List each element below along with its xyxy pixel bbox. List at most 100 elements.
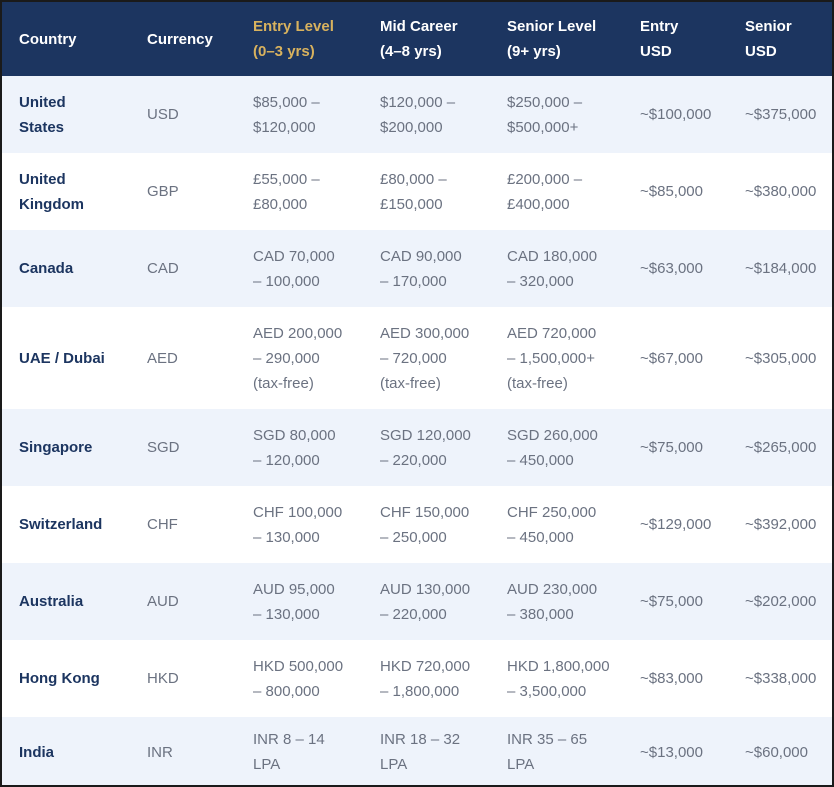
cell-currency: CHF: [130, 486, 236, 563]
cell-country: India: [2, 717, 130, 785]
table-row: Singapore SGD SGD 80,000 – 120,000 SGD 120,0…: [2, 409, 832, 486]
cell-mid-career-line: AED 300,000: [380, 324, 470, 342]
cell-senior-usd: ~$375,000: [728, 76, 832, 153]
cell-senior-level-line: (tax-free): [507, 374, 568, 392]
cell-entry-level-line: – 130,000: [253, 605, 320, 623]
cell-senior-level-line: £200,000 –: [507, 170, 583, 188]
cell-mid-career-line: CHF 150,000: [380, 503, 470, 521]
cell-mid-career-line: (tax-free): [380, 374, 441, 392]
table-row: India INR INR 8 – 14 LPA INR 18 – 32 LPA INR 3…: [2, 717, 832, 785]
cell-senior-usd-value: ~$392,000: [745, 516, 817, 533]
cell-entry-level: CHF 100,000 – 130,000: [236, 486, 363, 563]
cell-senior-level-line: – 1,500,000+: [507, 349, 596, 367]
cell-country-line: United: [19, 93, 66, 111]
cell-country: Australia: [2, 563, 130, 640]
cell-country-line: Singapore: [19, 439, 93, 456]
cell-entry-usd-value: ~$75,000: [640, 593, 703, 610]
cell-senior-level-line: HKD 1,800,000: [507, 657, 610, 675]
cell-country: Singapore: [2, 409, 130, 486]
cell-senior-level: INR 35 – 65 LPA: [490, 717, 623, 785]
cell-entry-level-line: – 800,000: [253, 682, 320, 700]
table-header: Country Currency Entry Level (0–3 yrs) M…: [2, 2, 832, 76]
header-mid-career: Mid Career (4–8 yrs): [363, 2, 490, 76]
cell-mid-career-line: – 170,000: [380, 272, 447, 290]
cell-entry-level-line: $120,000: [253, 118, 316, 136]
cell-entry-usd: ~$85,000: [623, 153, 728, 230]
cell-country: United States: [2, 76, 130, 153]
cell-mid-career-line: CAD 90,000: [380, 247, 462, 265]
cell-currency: INR: [130, 717, 236, 785]
cell-mid-career-line: AUD 130,000: [380, 580, 471, 598]
cell-currency: AED: [130, 307, 236, 409]
cell-entry-usd: ~$129,000: [623, 486, 728, 563]
cell-entry-usd-value: ~$85,000: [640, 183, 703, 200]
header-entry-level: Entry Level (0–3 yrs): [236, 2, 363, 76]
cell-entry-level: HKD 500,000 – 800,000: [236, 640, 363, 717]
cell-country-line: States: [19, 118, 65, 136]
cell-entry-level-line: (tax-free): [253, 374, 314, 392]
cell-senior-level-line: – 320,000: [507, 272, 574, 290]
cell-senior-level-line: $250,000 –: [507, 93, 583, 111]
cell-country: United Kingdom: [2, 153, 130, 230]
cell-country-line: India: [19, 743, 55, 761]
cell-mid-career: INR 18 – 32 LPA: [363, 717, 490, 785]
cell-senior-level-line: CAD 180,000: [507, 247, 598, 265]
cell-entry-level-line: £80,000: [253, 195, 308, 213]
cell-country: Hong Kong: [2, 640, 130, 717]
cell-mid-career-line: £150,000: [380, 195, 443, 213]
cell-entry-level-line: – 120,000: [253, 451, 320, 469]
cell-senior-usd: ~$184,000: [728, 230, 832, 307]
cell-entry-usd-value: ~$63,000: [640, 260, 703, 277]
cell-entry-level-line: – 290,000: [253, 349, 320, 367]
cell-entry-usd: ~$83,000: [623, 640, 728, 717]
cell-entry-level: CAD 70,000 – 100,000: [236, 230, 363, 307]
cell-currency-value: CAD: [147, 260, 179, 277]
cell-senior-level-line: £400,000: [507, 195, 570, 213]
header-senior-usd: Senior USD: [728, 2, 832, 76]
cell-entry-usd: ~$100,000: [623, 76, 728, 153]
cell-senior-level-line: AED 720,000: [507, 324, 597, 342]
cell-entry-usd: ~$75,000: [623, 409, 728, 486]
cell-entry-level-line: INR 8 – 14: [253, 731, 325, 748]
cell-senior-level: $250,000 – $500,000+: [490, 76, 623, 153]
cell-senior-level-line: – 380,000: [507, 605, 574, 623]
cell-entry-level: AED 200,000 – 290,000 (tax-free): [236, 307, 363, 409]
cell-country-line: United: [19, 170, 66, 188]
table-row: United States USD $85,000 – $120,000 $120,000…: [2, 76, 832, 153]
cell-entry-level-line: $85,000 –: [253, 93, 320, 111]
cell-senior-usd-value: ~$184,000: [745, 260, 817, 277]
cell-senior-usd-value: ~$265,000: [745, 439, 817, 456]
cell-senior-level-line: – 450,000: [507, 451, 574, 469]
cell-entry-level: SGD 80,000 – 120,000: [236, 409, 363, 486]
cell-senior-usd: ~$305,000: [728, 307, 832, 409]
cell-senior-usd: ~$380,000: [728, 153, 832, 230]
table-row: Switzerland CHF CHF 100,000 – 130,000 CHF 15…: [2, 486, 832, 563]
cell-mid-career-line: INR 18 – 32: [380, 731, 461, 748]
header-senior-level: Senior Level (9+ yrs): [490, 2, 623, 76]
cell-mid-career-line: – 720,000: [380, 349, 447, 367]
cell-currency: GBP: [130, 153, 236, 230]
cell-entry-level: £55,000 – £80,000: [236, 153, 363, 230]
cell-mid-career-line: SGD 120,000: [380, 426, 471, 444]
cell-currency: AUD: [130, 563, 236, 640]
cell-mid-career: HKD 720,000 – 1,800,000: [363, 640, 490, 717]
cell-entry-usd-value: ~$13,000: [640, 743, 703, 761]
table-body: United States USD $85,000 – $120,000 $120,000…: [2, 76, 832, 785]
cell-mid-career-line: – 250,000: [380, 528, 447, 546]
cell-entry-level-line: LPA: [253, 756, 281, 773]
cell-mid-career: SGD 120,000 – 220,000: [363, 409, 490, 486]
cell-country-line: Switzerland: [19, 516, 103, 533]
header-entry-usd-unit: USD: [640, 43, 672, 60]
table-row: United Kingdom GBP £55,000 – £80,000 £80,000 …: [2, 153, 832, 230]
cell-currency: USD: [130, 76, 236, 153]
cell-entry-level: INR 8 – 14 LPA: [236, 717, 363, 785]
cell-mid-career-line: LPA: [380, 756, 408, 773]
cell-mid-career-line: $200,000: [380, 118, 443, 136]
cell-mid-career-line: – 220,000: [380, 451, 447, 469]
cell-currency-value: GBP: [147, 183, 179, 200]
header-senior-usd-label: Senior: [745, 18, 792, 35]
header-mid-career-label: Mid Career: [380, 18, 458, 35]
cell-entry-usd-value: ~$83,000: [640, 670, 703, 687]
